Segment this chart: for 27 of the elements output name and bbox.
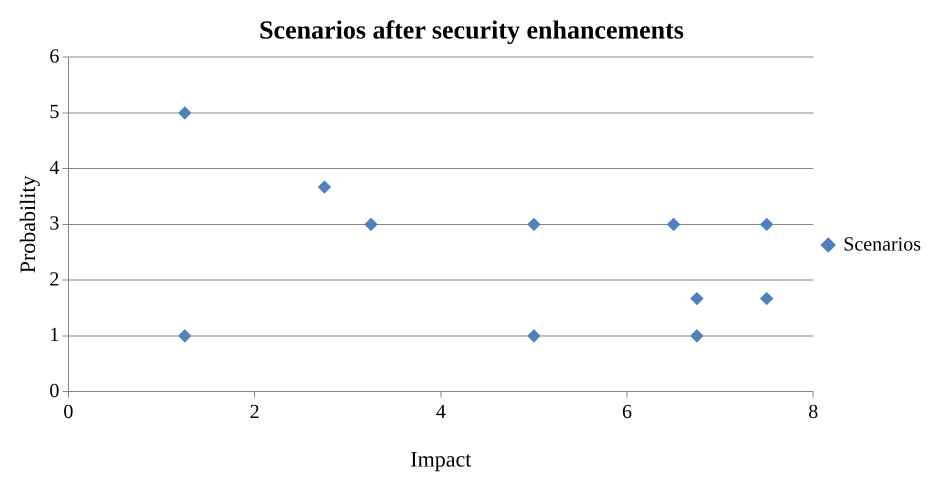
point [318, 180, 331, 194]
x-tick-label: 8 [808, 400, 818, 423]
point [527, 218, 540, 231]
legend-label: Scenarios [843, 233, 922, 256]
y-tick-label: 4 [49, 156, 60, 179]
point [527, 329, 540, 342]
point [364, 218, 378, 231]
x-tick-label: 6 [622, 400, 632, 423]
x-tick-label: 0 [63, 400, 74, 423]
y-tick-label: 2 [49, 268, 60, 290]
point [178, 106, 192, 120]
point [760, 292, 774, 306]
point [760, 218, 774, 231]
y-tick-label: 5 [49, 101, 60, 124]
y-tick-label: 6 [49, 45, 60, 68]
x-tick-label: 4 [436, 400, 446, 423]
point [178, 329, 192, 342]
y-tick-label: 3 [49, 212, 60, 235]
point [690, 329, 704, 342]
chart-title: Scenarios after security enhancements [259, 15, 684, 44]
point [690, 292, 704, 306]
x-axis-title: Impact [410, 446, 472, 472]
point [667, 218, 680, 231]
y-tick-label: 1 [49, 324, 60, 346]
x-tick-label: 2 [250, 400, 260, 423]
y-tick-label: 0 [49, 380, 60, 402]
y-axis-title: Probability [14, 176, 40, 274]
